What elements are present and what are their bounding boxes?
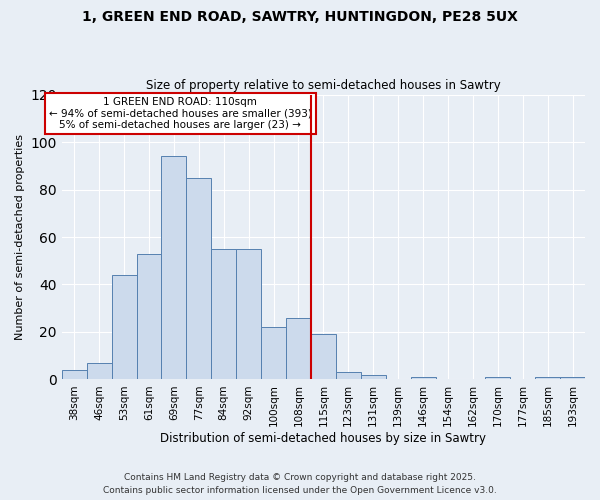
Bar [62,370,87,380]
Bar [112,275,137,380]
Bar [236,249,261,380]
X-axis label: Distribution of semi-detached houses by size in Sawtry: Distribution of semi-detached houses by … [160,432,487,445]
Bar [137,254,161,380]
Bar [87,363,112,380]
Bar [261,327,286,380]
Bar [286,318,311,380]
Bar [361,374,386,380]
Bar [410,377,436,380]
Bar [560,377,585,380]
Bar [211,249,236,380]
Text: 1 GREEN END ROAD: 110sqm
← 94% of semi-detached houses are smaller (393)
5% of s: 1 GREEN END ROAD: 110sqm ← 94% of semi-d… [49,97,311,130]
Bar [187,178,211,380]
Bar [311,334,336,380]
Text: 1, GREEN END ROAD, SAWTRY, HUNTINGDON, PE28 5UX: 1, GREEN END ROAD, SAWTRY, HUNTINGDON, P… [82,10,518,24]
Bar [485,377,510,380]
Text: Contains HM Land Registry data © Crown copyright and database right 2025.
Contai: Contains HM Land Registry data © Crown c… [103,474,497,495]
Bar [161,156,187,380]
Bar [336,372,361,380]
Y-axis label: Number of semi-detached properties: Number of semi-detached properties [15,134,25,340]
Bar [535,377,560,380]
Title: Size of property relative to semi-detached houses in Sawtry: Size of property relative to semi-detach… [146,79,501,92]
